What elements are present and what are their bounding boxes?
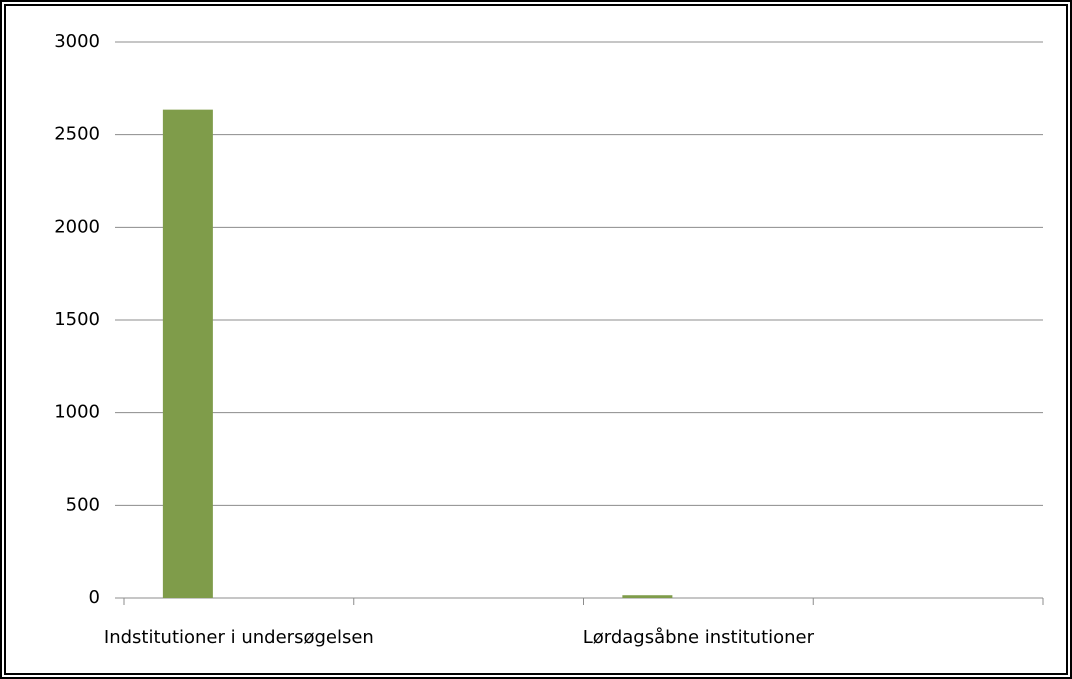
x-tick-label: Lørdagsåbne institutioner: [583, 627, 815, 648]
y-tick-label: 2000: [54, 216, 100, 237]
x-tick-label: Indstitutioner i undersøgelsen: [104, 627, 374, 648]
y-tick-label: 2500: [54, 124, 100, 145]
y-tick-label: 0: [89, 587, 100, 608]
bar: [162, 109, 213, 598]
y-tick-label: 1500: [54, 309, 100, 330]
y-tick-label: 1000: [54, 402, 100, 423]
y-tick-label: 3000: [54, 31, 100, 52]
y-tick-label: 500: [66, 494, 100, 515]
chart-frame: [4, 4, 1068, 675]
bar: [622, 595, 673, 598]
